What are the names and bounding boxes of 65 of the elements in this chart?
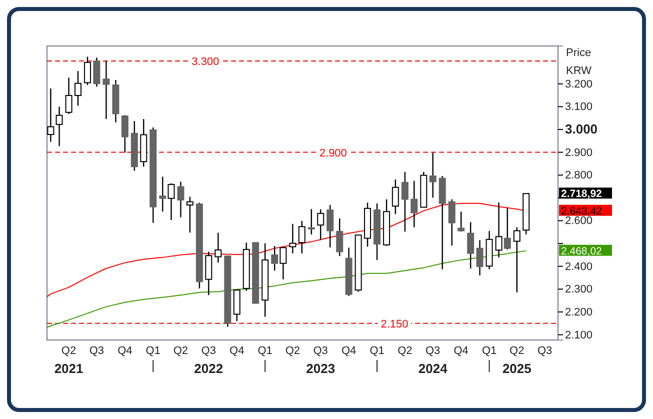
x-tick-label: Q1 — [146, 345, 160, 357]
ref-line-label: 2.900 — [319, 147, 347, 160]
candlestick — [317, 208, 324, 241]
candlestick — [513, 226, 520, 293]
x-tick-label: Q2 — [173, 345, 188, 357]
candlestick — [177, 181, 184, 218]
y-tick-label: 2.300 — [565, 284, 593, 296]
ref-line-label: 2.150 — [380, 318, 408, 330]
y-tick-label: 2.600 — [565, 215, 593, 228]
x-tick-label: Q3 2024 — [418, 345, 448, 376]
candlestick — [336, 218, 344, 257]
candlestick — [289, 223, 296, 254]
candlestick — [298, 220, 306, 254]
candlestick — [74, 70, 82, 106]
candlestick — [102, 60, 110, 120]
candlestick — [65, 77, 72, 115]
y-tick-label: 2.100 — [565, 329, 593, 342]
x-tick-label: Q3 2023 — [306, 345, 336, 376]
candlestick — [280, 246, 287, 280]
x-tick-label: Q4 — [341, 345, 356, 357]
candlestick — [205, 251, 212, 296]
candlestick — [93, 57, 100, 88]
candlestick — [429, 152, 436, 198]
y-tick-label: 3.000 — [565, 122, 598, 137]
y-axis-title: Price KRW — [566, 47, 592, 77]
candlestick — [448, 198, 456, 246]
x-tick-label: Q1 — [258, 345, 272, 357]
x-tick-label: Q2 2021 — [54, 345, 84, 376]
x-tick-label: Q2 2025 — [502, 345, 532, 376]
candlestick — [476, 240, 484, 276]
candlestick — [495, 202, 502, 258]
candlestick — [56, 106, 63, 147]
y-tick-label: 2.200 — [565, 306, 593, 318]
candlestick — [121, 114, 128, 154]
text: 2.468,02 — [561, 245, 602, 258]
x-tick-label: Q4 — [118, 345, 132, 357]
ref-line-label: 3.300 — [192, 56, 220, 68]
text: 2.718,92 — [561, 188, 602, 200]
x-tick-label: Q4 — [454, 345, 468, 357]
candlestick — [214, 232, 222, 264]
candlestick — [392, 178, 399, 215]
candlestick — [308, 208, 315, 235]
x-tick-label: Q2 — [398, 345, 412, 357]
text: 2.643,42 — [561, 205, 602, 218]
candlestick — [467, 221, 474, 270]
y-tick-label: 2.800 — [565, 170, 593, 182]
candlestick — [84, 56, 91, 86]
candlestick — [186, 196, 194, 234]
x-tick-label: Q1 — [482, 345, 497, 357]
x-tick-label: Q1 — [370, 345, 384, 357]
x-tick-label: Q3 — [537, 345, 552, 357]
x-tick-label: Q2 — [285, 345, 300, 357]
candlestick — [458, 210, 465, 232]
candlestick — [47, 88, 54, 142]
candlestick — [401, 171, 408, 232]
candlestick — [326, 204, 334, 248]
x-tick-label: Q3 2022 — [194, 345, 224, 376]
y-tick-label: 2.400 — [565, 260, 593, 273]
y-tick-label: 3.100 — [565, 101, 593, 114]
x-tick-label: Q3 — [89, 345, 104, 357]
candlestick — [168, 182, 175, 221]
x-tick-label: Q4 — [230, 345, 244, 357]
y-tick-label: 2.900 — [565, 146, 593, 159]
y-tick-label: 3.200 — [565, 78, 593, 90]
candlestick — [410, 180, 418, 228]
